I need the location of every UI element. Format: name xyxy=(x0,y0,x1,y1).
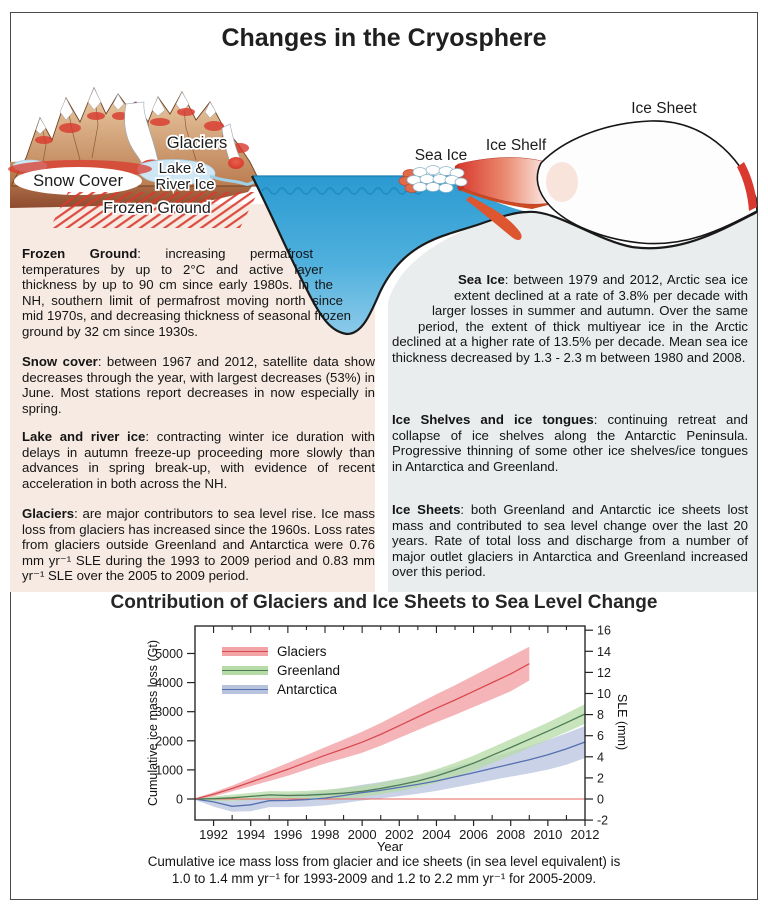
legend-label-glaciers: Glaciers xyxy=(277,644,327,659)
svg-text:14: 14 xyxy=(597,645,611,659)
svg-text:2006: 2006 xyxy=(459,827,488,842)
lake-river-ice-label-line1: Lake & xyxy=(159,160,206,177)
svg-text:2012: 2012 xyxy=(571,827,600,842)
y-axis-label-right: SLE (mm) xyxy=(615,693,629,751)
svg-text:8: 8 xyxy=(597,708,604,722)
page-title: Changes in the Cryosphere xyxy=(221,24,547,52)
svg-text:1998: 1998 xyxy=(311,827,340,842)
svg-text:5000: 5000 xyxy=(155,647,183,661)
right-panel-background-and-bedrock xyxy=(388,211,757,592)
svg-text:12: 12 xyxy=(597,666,611,680)
chart-title: Contribution of Glaciers and Ice Sheets … xyxy=(110,592,658,613)
svg-text:1992: 1992 xyxy=(199,827,228,842)
svg-text:2008: 2008 xyxy=(496,827,525,842)
sea-level-chart: 0 1000 2000 3000 4000 5000 -2 0 2 4 6 8 10 12 14 16 1992… xyxy=(155,624,611,842)
sea-ice-body: : between 1979 and 2012, Arctic sea ice … xyxy=(392,272,748,365)
legend-item-glaciers: Glaciers xyxy=(222,642,340,661)
frozen-ground-label: Frozen Ground xyxy=(103,200,211,217)
svg-text:4000: 4000 xyxy=(155,676,183,690)
ice-shelves-lead: Ice Shelves and ice tongues xyxy=(392,412,594,427)
svg-text:0: 0 xyxy=(597,793,604,807)
snow-cover-lead: Snow cover xyxy=(22,354,98,369)
frozen-ground-hatch xyxy=(50,192,258,228)
lake-river-ice-label-line2: River Ice xyxy=(155,176,214,193)
legend-label-greenland: Greenland xyxy=(277,663,341,678)
svg-text:2000: 2000 xyxy=(348,827,377,842)
sea-ice-floes xyxy=(398,165,468,193)
legend-item-antarctica: Antarctica xyxy=(222,680,340,699)
svg-text:2000: 2000 xyxy=(155,734,183,748)
glaciers-swatch xyxy=(222,647,268,656)
greenland-swatch xyxy=(222,666,268,675)
svg-text:-2: -2 xyxy=(597,814,608,828)
svg-text:1000: 1000 xyxy=(155,763,183,777)
svg-text:16: 16 xyxy=(597,624,611,638)
legend-item-greenland: Greenland xyxy=(222,661,340,680)
water-wave-line xyxy=(261,187,423,195)
x-axis-label: Year xyxy=(376,839,404,854)
ice-sheet-label: Ice Sheet xyxy=(631,100,697,117)
svg-text:2010: 2010 xyxy=(533,827,562,842)
ice-shelf-label: Ice Shelf xyxy=(486,137,547,154)
svg-text:1994: 1994 xyxy=(236,827,265,842)
bedrock xyxy=(251,175,758,336)
caption-line-2: 1.0 to 1.4 mm yr⁻¹ for 1993-2009 and 1.2… xyxy=(171,871,597,886)
sea-water xyxy=(252,176,527,334)
glaciers-lead: Glaciers xyxy=(22,506,75,521)
svg-text:2002: 2002 xyxy=(385,827,414,842)
svg-text:6: 6 xyxy=(597,729,604,743)
ice-shelves-paragraph: Ice Shelves and ice tongues: continuing … xyxy=(392,412,748,474)
glaciers-paragraph: Glaciers: are major contributors to sea … xyxy=(22,506,375,584)
svg-text:0: 0 xyxy=(176,793,183,807)
svg-text:3000: 3000 xyxy=(155,705,183,719)
svg-text:2004: 2004 xyxy=(422,827,451,842)
ice-sheets-paragraph: Ice Sheets: both Greenland and Antarctic… xyxy=(392,502,748,580)
glaciers-label: Glaciers xyxy=(167,134,228,152)
melt-streak xyxy=(466,196,522,241)
ice-sheet-red-sliver xyxy=(737,162,757,211)
ice-sheets-body: : both Greenland and Antarctic ice sheet… xyxy=(392,502,748,579)
snow-cover-label: Snow Cover xyxy=(33,172,123,190)
snow-caps xyxy=(35,87,217,135)
antarctica-swatch xyxy=(222,685,268,694)
glaciers-body: : are major contributors to sea level ri… xyxy=(22,506,375,583)
lake-river-ice-paragraph: Lake and river ice: contracting winter i… xyxy=(22,429,375,491)
y-axis-label-left: Cumulative ice mass loss (Gt) xyxy=(146,639,160,807)
legend-label-antarctica: Antarctica xyxy=(277,682,338,697)
cryosphere-illustration: Glaciers Snow Cover Lake & River Ice Fro… xyxy=(8,86,758,592)
svg-text:4: 4 xyxy=(597,750,604,764)
frozen-ground-lead: Frozen Ground xyxy=(22,246,138,261)
svg-text:10: 10 xyxy=(597,687,611,701)
frozen-ground-paragraph: Frozen Ground: increasing permafrost tem… xyxy=(22,246,375,339)
snow-cover-body: : between 1967 and 2012, satellite data … xyxy=(22,354,375,416)
svg-text:2: 2 xyxy=(597,771,604,785)
sea-ice-lead: Sea Ice xyxy=(458,272,505,287)
snow-cover-area xyxy=(8,160,152,195)
ice-sheets-lead: Ice Sheets xyxy=(392,502,461,517)
sea-ice-label: Sea Ice xyxy=(415,147,468,164)
chart-legend: Glaciers Greenland Antarctica xyxy=(222,642,340,699)
caption-line-1: Cumulative ice mass loss from glacier an… xyxy=(147,854,621,869)
snow-cover-paragraph: Snow cover: between 1967 and 2012, satel… xyxy=(22,354,375,416)
ice-shelves-body: : continuing retreat and collapse of ice… xyxy=(392,412,748,474)
lake-river-ice-body: : contracting winter ice duration with d… xyxy=(22,429,375,491)
frozen-ground-body: : increasing permafrost temperatures by … xyxy=(22,246,351,339)
lake-river-ice-lead: Lake and river ice xyxy=(22,429,146,444)
svg-text:1996: 1996 xyxy=(273,827,302,842)
ice-sheet-shape xyxy=(536,120,758,245)
sea-ice-paragraph: Sea Ice: between 1979 and 2012, Arctic s… xyxy=(392,272,748,365)
